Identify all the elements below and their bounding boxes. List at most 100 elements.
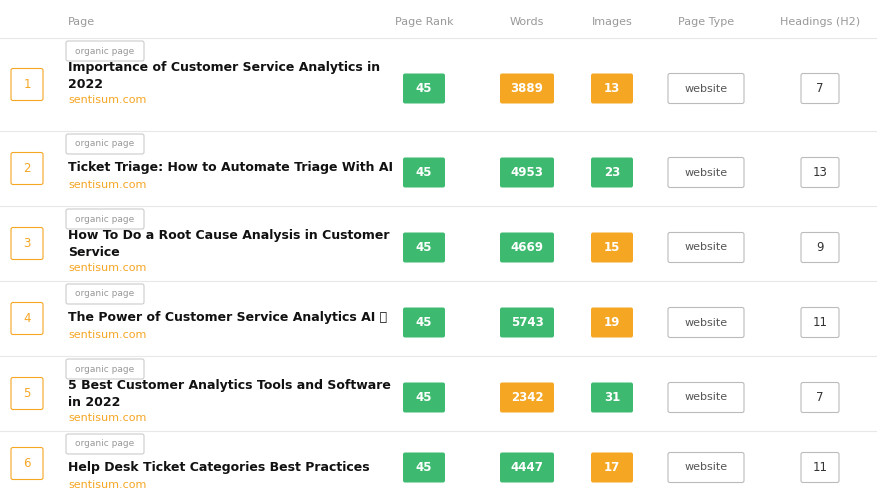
FancyBboxPatch shape [66,359,144,379]
FancyBboxPatch shape [667,452,743,483]
Text: 6: 6 [23,457,31,470]
FancyBboxPatch shape [590,452,632,483]
Text: website: website [684,243,727,252]
FancyBboxPatch shape [403,158,445,187]
Text: sentisum.com: sentisum.com [68,180,146,190]
FancyBboxPatch shape [499,382,553,413]
Text: 13: 13 [603,82,619,95]
Text: The Power of Customer Service Analytics AI 🍲: The Power of Customer Service Analytics … [68,310,387,323]
FancyBboxPatch shape [800,73,838,104]
FancyBboxPatch shape [499,233,553,262]
FancyBboxPatch shape [800,308,838,337]
FancyBboxPatch shape [66,41,144,61]
FancyBboxPatch shape [499,73,553,104]
FancyBboxPatch shape [800,452,838,483]
Text: Page: Page [68,17,95,27]
FancyBboxPatch shape [403,308,445,337]
FancyBboxPatch shape [11,303,43,334]
FancyBboxPatch shape [66,134,144,154]
Text: 3889: 3889 [510,82,543,95]
FancyBboxPatch shape [667,73,743,104]
FancyBboxPatch shape [667,158,743,187]
Text: sentisum.com: sentisum.com [68,263,146,273]
Text: website: website [684,392,727,402]
FancyBboxPatch shape [11,377,43,410]
Text: How To Do a Root Cause Analysis in Customer: How To Do a Root Cause Analysis in Custo… [68,230,389,243]
Text: 45: 45 [416,82,431,95]
FancyBboxPatch shape [403,73,445,104]
Text: 7: 7 [816,82,823,95]
Text: Images: Images [591,17,631,27]
Text: organic page: organic page [75,439,134,448]
Text: sentisum.com: sentisum.com [68,480,146,490]
Text: 3: 3 [24,237,31,250]
FancyBboxPatch shape [590,158,632,187]
Text: sentisum.com: sentisum.com [68,95,146,105]
FancyBboxPatch shape [667,233,743,262]
Text: 19: 19 [603,316,619,329]
FancyBboxPatch shape [66,434,144,454]
FancyBboxPatch shape [590,382,632,413]
FancyBboxPatch shape [800,382,838,413]
Text: Page Rank: Page Rank [395,17,453,27]
Text: sentisum.com: sentisum.com [68,413,146,423]
Text: 45: 45 [416,241,431,254]
Text: organic page: organic page [75,365,134,373]
FancyBboxPatch shape [66,284,144,304]
Text: 1: 1 [23,78,31,91]
Text: organic page: organic page [75,47,134,56]
Text: 2342: 2342 [510,391,543,404]
FancyBboxPatch shape [403,233,445,262]
Text: 5743: 5743 [510,316,543,329]
Text: Page Type: Page Type [677,17,733,27]
Text: 31: 31 [603,391,619,404]
Text: sentisum.com: sentisum.com [68,330,146,340]
Text: organic page: organic page [75,214,134,224]
FancyBboxPatch shape [590,73,632,104]
Text: 4: 4 [23,312,31,325]
Text: 5 Best Customer Analytics Tools and Software: 5 Best Customer Analytics Tools and Soft… [68,379,390,392]
Text: 2: 2 [23,162,31,175]
Text: 11: 11 [811,316,826,329]
Text: 11: 11 [811,461,826,474]
FancyBboxPatch shape [11,152,43,185]
FancyBboxPatch shape [800,233,838,262]
FancyBboxPatch shape [11,447,43,480]
FancyBboxPatch shape [403,382,445,413]
Text: organic page: organic page [75,290,134,299]
FancyBboxPatch shape [11,228,43,259]
FancyBboxPatch shape [11,68,43,101]
FancyBboxPatch shape [499,158,553,187]
Text: website: website [684,168,727,178]
Text: organic page: organic page [75,139,134,148]
FancyBboxPatch shape [667,308,743,337]
Text: 13: 13 [811,166,826,179]
FancyBboxPatch shape [499,452,553,483]
FancyBboxPatch shape [403,452,445,483]
Text: Importance of Customer Service Analytics in: Importance of Customer Service Analytics… [68,62,380,74]
Text: website: website [684,317,727,327]
Text: 45: 45 [416,461,431,474]
Text: Service: Service [68,247,119,259]
Text: Words: Words [510,17,544,27]
Text: website: website [684,83,727,94]
Text: Help Desk Ticket Categories Best Practices: Help Desk Ticket Categories Best Practic… [68,460,369,474]
Text: 45: 45 [416,166,431,179]
Text: Headings (H2): Headings (H2) [779,17,859,27]
Text: 7: 7 [816,391,823,404]
Text: 45: 45 [416,316,431,329]
Text: 23: 23 [603,166,619,179]
Text: 2022: 2022 [68,78,103,91]
Text: 4669: 4669 [510,241,543,254]
FancyBboxPatch shape [667,382,743,413]
FancyBboxPatch shape [800,158,838,187]
FancyBboxPatch shape [66,209,144,229]
Text: website: website [684,462,727,473]
FancyBboxPatch shape [499,308,553,337]
Text: 45: 45 [416,391,431,404]
Text: in 2022: in 2022 [68,396,120,410]
Text: 15: 15 [603,241,619,254]
FancyBboxPatch shape [590,233,632,262]
FancyBboxPatch shape [590,308,632,337]
Text: 4953: 4953 [510,166,543,179]
